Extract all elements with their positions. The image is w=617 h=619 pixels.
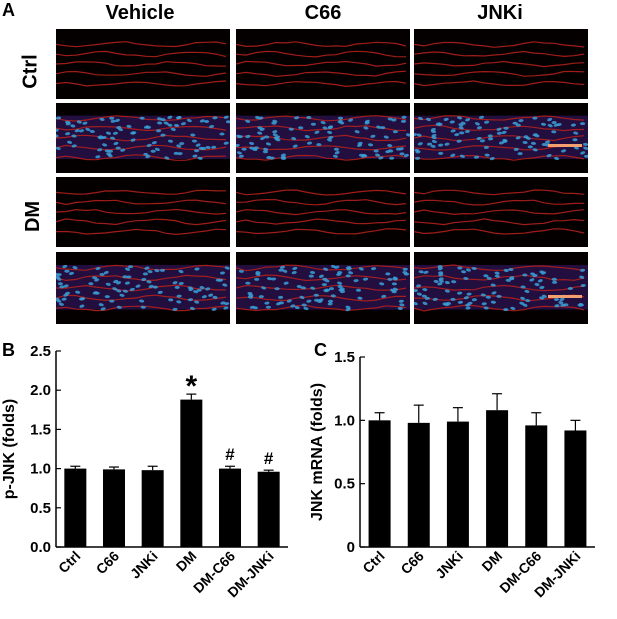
y-tick-label: 0: [347, 539, 355, 556]
y-tick-label: 0.5: [334, 476, 355, 493]
micrograph-dm-c66-merged: [236, 252, 410, 324]
column-title-vehicle: Vehicle: [105, 2, 175, 24]
significance-mark: #: [264, 449, 274, 468]
micrograph-ctrl-jnki-merged: [414, 103, 588, 173]
y-tick-label: 2.5: [30, 343, 51, 360]
bar-dm-jnki: [257, 471, 280, 547]
y-axis-label: JNK mRNA (folds): [310, 383, 326, 521]
bar-c66: [103, 469, 125, 547]
micrograph-ctrl-c66-merged: [236, 103, 410, 173]
x-tick-label: DM: [173, 548, 200, 575]
bar-dm-c66: [525, 425, 548, 547]
bar-jnki: [446, 421, 469, 547]
micrograph-ctrl-vehicle-red: [56, 29, 230, 99]
bar-dm: [180, 399, 203, 547]
micrograph-ctrl-c66-red: [236, 29, 410, 99]
panel-a-letter: A: [2, 0, 15, 20]
micrograph-dm-vehicle-red: [56, 177, 230, 247]
y-axis-label: p-JNK (folds): [1, 399, 18, 499]
y-tick-label: 1.0: [334, 412, 355, 429]
significance-mark: #: [225, 445, 235, 464]
bar-ctrl: [368, 420, 391, 547]
row-label-dm: DM: [22, 200, 45, 233]
bar-dm-c66: [219, 468, 241, 547]
bar-ctrl: [64, 468, 87, 547]
y-tick-label: 2.0: [30, 382, 51, 399]
scale-bar: [548, 144, 582, 147]
y-tick-label: 1.5: [30, 421, 51, 438]
x-tick-label: Ctrl: [55, 548, 83, 576]
bar-dm-jnki: [564, 430, 587, 547]
column-title-c66: C66: [304, 2, 342, 24]
x-tick-label: C66: [93, 548, 123, 578]
bar-jnki: [141, 470, 164, 547]
micrograph-dm-c66-red: [236, 177, 410, 247]
micrograph-ctrl-jnki-red: [414, 29, 588, 99]
y-tick-label: 0.5: [30, 500, 51, 517]
row-label-ctrl: Ctrl: [19, 54, 42, 89]
x-tick-label: C66: [397, 548, 427, 578]
scale-bar: [548, 295, 582, 298]
y-tick-label: 1.5: [334, 349, 355, 366]
p-jnk-bar-chart: 0.0 0.5 1.0 1.5 2.0 2.5 p-JNK (folds) Ctrl C66 JN…: [1, 343, 288, 600]
y-tick-label: 1.0: [30, 461, 51, 478]
micrograph-dm-jnki-merged: [414, 252, 588, 324]
micrograph-dm-jnki-red: [414, 177, 588, 247]
bar-dm: [486, 410, 509, 547]
panel-c-letter: C: [314, 340, 327, 360]
column-title-jnki: JNKi: [477, 2, 523, 24]
micrograph-ctrl-vehicle-merged: [56, 103, 230, 173]
x-tick-label: DM: [478, 548, 505, 575]
x-tick-label: JNKi: [127, 548, 161, 582]
panel-b-letter: B: [2, 340, 15, 360]
bar-c66: [407, 422, 430, 547]
x-tick-label: JNKi: [432, 548, 466, 582]
micrograph-dm-vehicle-merged: [56, 252, 230, 324]
significance-mark: *: [185, 370, 197, 403]
y-tick-label: 0.0: [30, 539, 51, 556]
x-tick-label: Ctrl: [359, 548, 387, 576]
